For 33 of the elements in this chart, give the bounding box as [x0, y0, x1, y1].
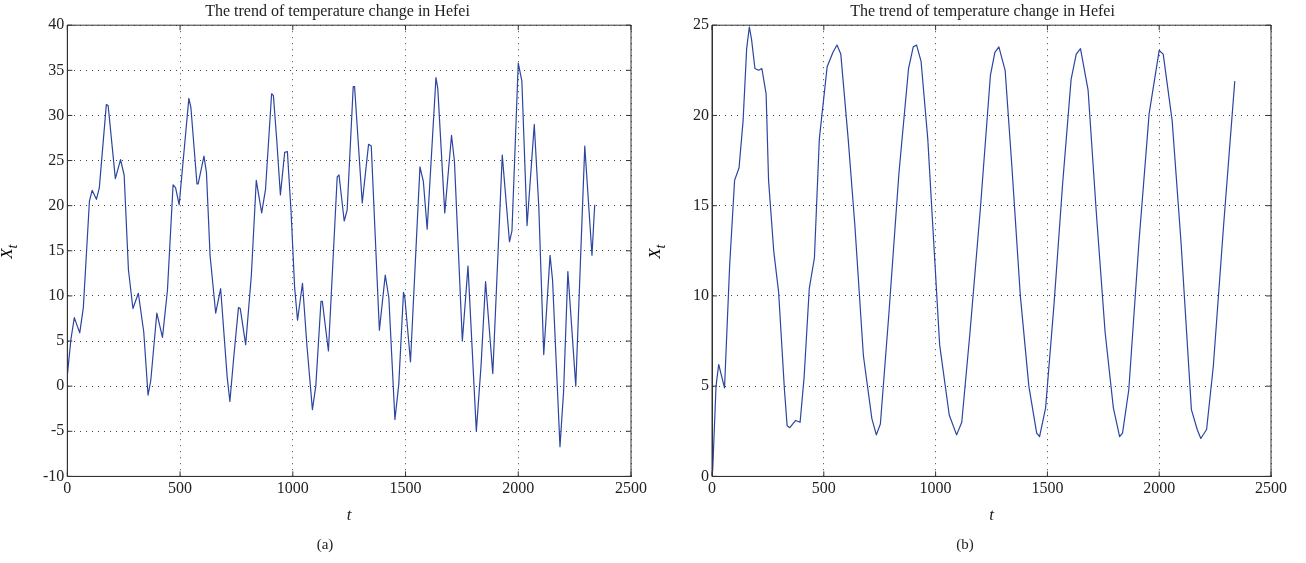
y-tick-label: 10	[693, 286, 709, 304]
y-tick-label: 20	[693, 105, 709, 123]
x-tick-label: 2000	[502, 479, 535, 497]
x-tick-label: 500	[168, 479, 193, 497]
x-tick-label: 500	[811, 479, 836, 497]
x-tick-label: 1500	[1031, 479, 1064, 497]
y-tick-label: 30	[48, 105, 65, 123]
x-tick-label: 2500	[615, 479, 647, 497]
y-tick-label: 0	[56, 376, 65, 394]
chart-title: The trend of temperature change in Hefei	[850, 1, 1116, 20]
text: (b)	[955, 536, 975, 553]
y-tick-label: 5	[56, 331, 65, 349]
y-tick-label: 20	[48, 195, 65, 213]
y-tick-label: -5	[51, 421, 65, 439]
y-tick-label: 40	[48, 15, 65, 33]
y-tick-label: -10	[43, 466, 65, 484]
x-axis-title: t	[346, 505, 353, 525]
chart-title: The trend of temperature change in Hefei	[205, 1, 471, 20]
y-tick-label: 5	[701, 376, 709, 394]
x-tick-label: 1000	[919, 479, 952, 497]
y-tick-label: 10	[48, 286, 65, 304]
x-tick-label: 1000	[276, 479, 309, 497]
x-tick-label: 2000	[1143, 479, 1176, 497]
text: (a)	[315, 536, 335, 553]
y-tick-label: 35	[48, 60, 65, 78]
y-tick-label: 15	[48, 241, 65, 258]
x-tick-label: 1500	[389, 479, 422, 497]
y-tick-label: 25	[693, 15, 709, 33]
x-axis-title: t	[989, 505, 996, 525]
x-tick-label: 2500	[1255, 479, 1287, 497]
y-tick-label: 0	[701, 466, 709, 484]
y-tick-label: 25	[48, 150, 65, 168]
y-tick-label: 15	[693, 195, 709, 213]
